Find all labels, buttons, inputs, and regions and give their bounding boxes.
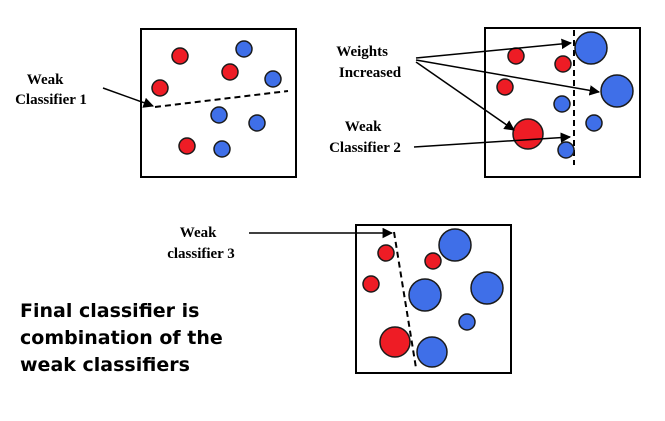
label-weak-classifier-3: Weak classifier 3 — [167, 225, 235, 262]
blue-sample — [557, 141, 575, 159]
red-sample-weighted — [379, 326, 411, 358]
red-sample — [554, 55, 572, 73]
red-sample — [507, 47, 525, 65]
red-sample — [496, 78, 514, 96]
red-sample — [377, 244, 395, 262]
red-sample — [221, 63, 239, 81]
blue-sample-weighted — [438, 228, 472, 262]
panel-weak-classifier-1 — [140, 28, 297, 178]
red-sample-weighted — [512, 118, 544, 150]
blue-sample — [235, 40, 253, 58]
blue-sample-weighted — [574, 31, 608, 65]
decision-boundary-1 — [154, 90, 289, 108]
arrow-weak2 — [413, 132, 572, 148]
blue-sample — [553, 95, 571, 113]
panel-weak-classifier-3 — [355, 224, 512, 374]
blue-sample — [213, 140, 231, 158]
blue-sample-weighted — [416, 336, 448, 368]
arrow-weights-3 — [415, 61, 515, 131]
blue-sample-weighted — [470, 271, 504, 305]
red-sample — [151, 79, 169, 97]
blue-sample — [248, 114, 266, 132]
blue-sample — [264, 70, 282, 88]
decision-boundary-3 — [393, 231, 417, 369]
final-line-2: combination of the — [20, 327, 223, 349]
arrow-weak1 — [102, 87, 154, 108]
label-weak-classifier-2: Weak Classifier 2 — [329, 119, 401, 156]
blue-sample — [458, 313, 476, 331]
blue-sample-weighted — [600, 74, 634, 108]
panel-weak-classifier-2 — [484, 27, 641, 178]
red-sample — [178, 137, 196, 155]
final-line-3: weak classifiers — [20, 354, 190, 376]
label-weak-classifier-1: Weak Classifier 1 — [15, 72, 87, 108]
red-sample — [424, 252, 442, 270]
red-sample — [362, 275, 380, 293]
label-weights-increased: Weights Increased — [336, 44, 401, 81]
blue-sample — [585, 114, 603, 132]
arrow-weights-2 — [415, 59, 601, 96]
red-sample — [171, 47, 189, 65]
blue-sample-weighted — [408, 278, 442, 312]
blue-sample — [210, 106, 228, 124]
final-line-1: Final classifier is — [20, 300, 200, 322]
final-classifier-text: Final classifier is combination of the w… — [20, 298, 300, 379]
arrow-weights-1 — [415, 38, 573, 59]
